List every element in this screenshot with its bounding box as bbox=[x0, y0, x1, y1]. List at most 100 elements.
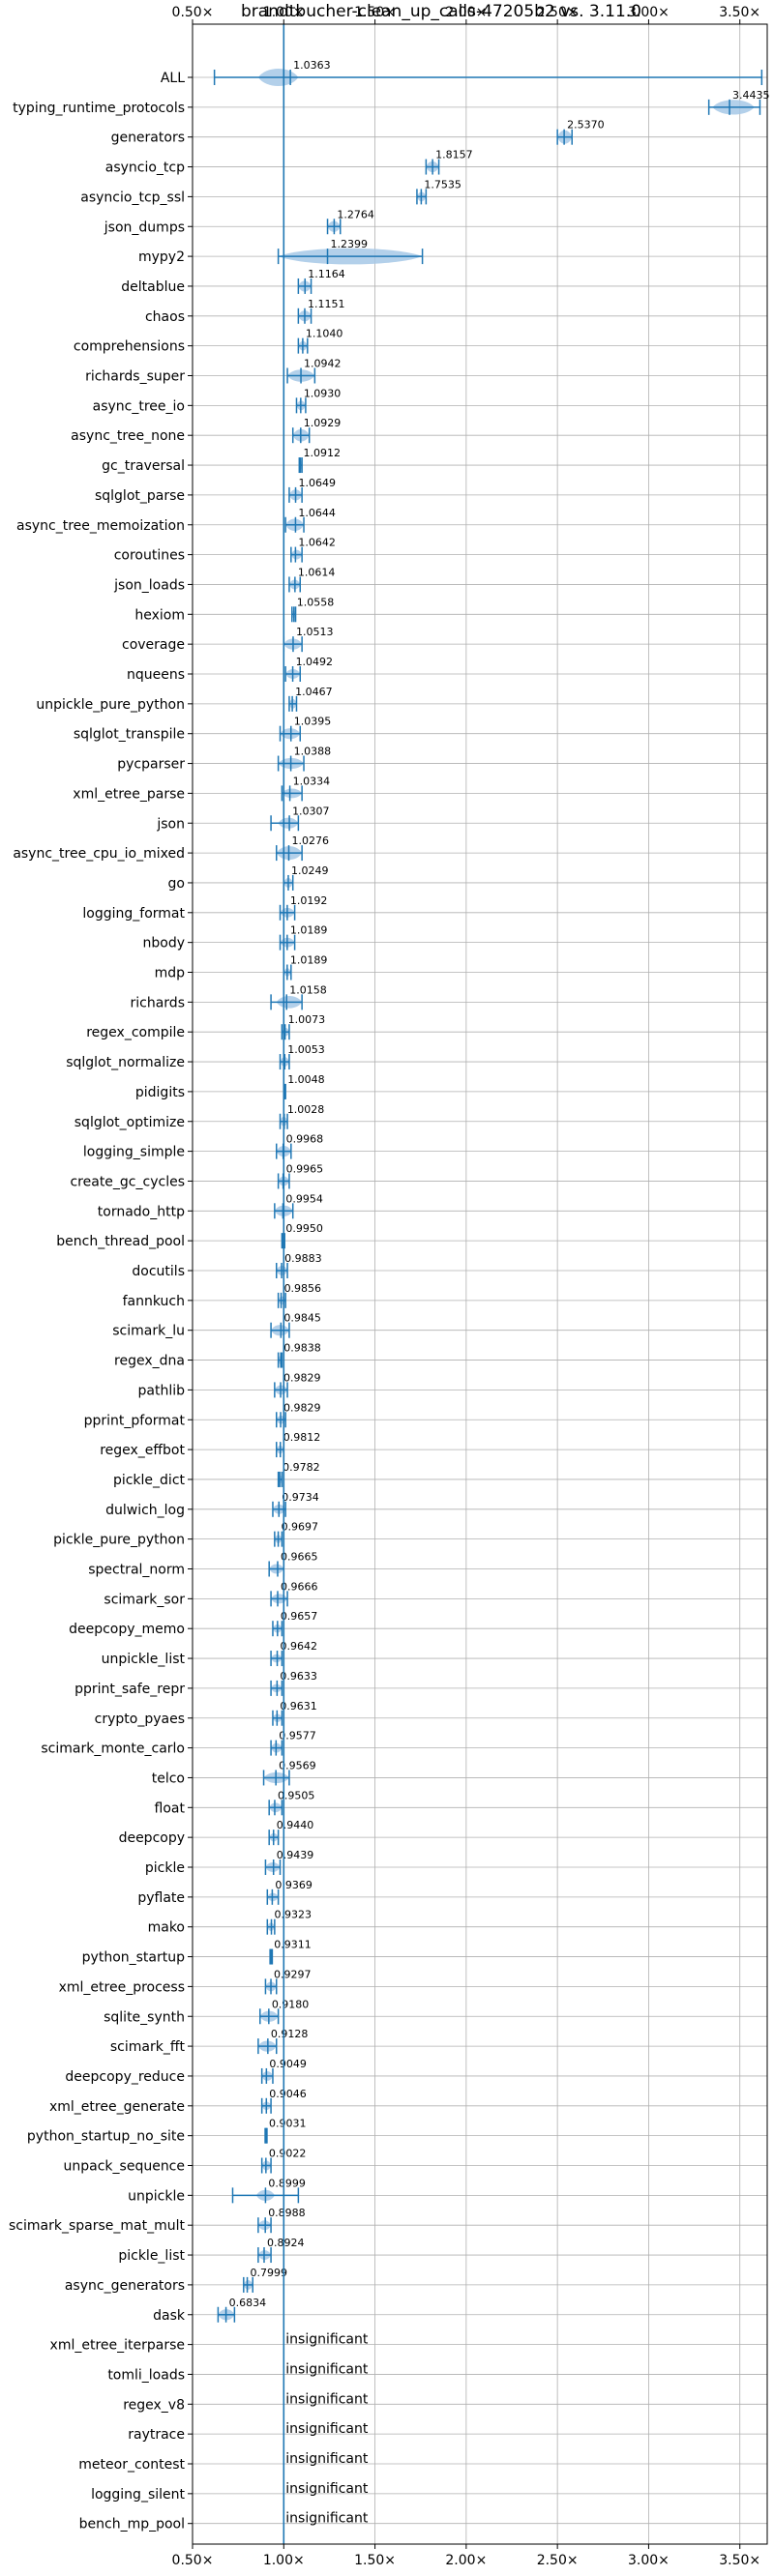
benchmark-label: sqlglot_normalize bbox=[66, 1055, 185, 1070]
value-label: 1.0388 bbox=[294, 746, 332, 758]
violin bbox=[295, 397, 307, 414]
benchmark-label: asyncio_tcp_ssl bbox=[80, 190, 185, 205]
value-label: 0.9666 bbox=[281, 1580, 318, 1593]
value-label: 1.0048 bbox=[287, 1073, 325, 1086]
benchmark-label: scimark_sparse_mat_mult bbox=[9, 2218, 185, 2234]
benchmark-label: asyncio_tcp bbox=[105, 161, 185, 176]
violin bbox=[213, 69, 763, 86]
violin bbox=[298, 457, 303, 474]
value-label: 1.0930 bbox=[304, 387, 342, 399]
benchmark-label: hexiom bbox=[134, 607, 185, 623]
benchmark-label: telco bbox=[152, 1771, 185, 1786]
grid-lines bbox=[192, 24, 767, 2544]
violin bbox=[268, 1800, 283, 1816]
benchmark-label: typing_runtime_protocols bbox=[13, 101, 185, 116]
x-tick-label-bottom: 1.00× bbox=[263, 2553, 305, 2568]
benchmark-label: richards_super bbox=[85, 369, 185, 385]
value-label: 1.1040 bbox=[306, 328, 343, 340]
value-label: 0.9022 bbox=[269, 2148, 307, 2160]
benchmark-label: deepcopy_reduce bbox=[65, 2069, 185, 2085]
value-label: 1.0334 bbox=[293, 775, 331, 787]
value-label: 0.9642 bbox=[281, 1640, 318, 1653]
value-label: 1.0492 bbox=[296, 656, 334, 668]
benchmark-label: sqlglot_transpile bbox=[74, 727, 185, 743]
benchmark-label: ALL bbox=[161, 71, 185, 86]
benchmark-label: xml_etree_parse bbox=[73, 786, 185, 802]
value-label: 0.9311 bbox=[274, 1939, 312, 1951]
value-label: 0.9440 bbox=[277, 1819, 314, 1831]
value-label: 0.9838 bbox=[283, 1342, 321, 1355]
x-tick-label-top: 1.00× bbox=[263, 5, 305, 20]
violin bbox=[259, 2008, 280, 2025]
benchmark-label: spectral_norm bbox=[88, 1563, 185, 1578]
insignificant-label: insignificant bbox=[285, 2332, 369, 2348]
value-label: 0.9965 bbox=[286, 1162, 324, 1175]
value-label: 1.0073 bbox=[288, 1013, 326, 1026]
violin bbox=[270, 1740, 283, 1756]
value-label: 1.2399 bbox=[331, 238, 369, 250]
violin bbox=[277, 248, 424, 265]
value-label: 0.9633 bbox=[280, 1670, 317, 1683]
value-label: 0.9883 bbox=[284, 1252, 322, 1265]
benchmark-label: tornado_http bbox=[98, 1204, 185, 1219]
benchmark-label: chaos bbox=[145, 309, 185, 325]
benchmark-label: pickle bbox=[145, 1860, 185, 1876]
violin bbox=[264, 1978, 278, 1995]
value-label: 0.7999 bbox=[251, 2267, 288, 2279]
value-label: 1.2764 bbox=[337, 208, 374, 220]
value-label: 1.0249 bbox=[291, 864, 329, 877]
value-label: 0.9950 bbox=[285, 1222, 323, 1235]
value-label: 1.0912 bbox=[303, 447, 341, 459]
violin bbox=[707, 99, 761, 115]
violin bbox=[288, 486, 303, 503]
violin bbox=[257, 2247, 272, 2264]
benchmark-label: mypy2 bbox=[138, 249, 185, 265]
violin bbox=[275, 1442, 285, 1458]
value-label: 0.8988 bbox=[268, 2207, 306, 2219]
benchmark-label: async_tree_io bbox=[93, 398, 185, 414]
benchmark-label: scimark_monte_carlo bbox=[41, 1742, 185, 1757]
axes: 0.50× 0.50× 1.00× 1.00× 1.50× 1.50× 2.00× 2.00×… bbox=[9, 5, 760, 2568]
benchmark-label: json bbox=[156, 816, 185, 832]
violin bbox=[275, 845, 303, 862]
x-tick-label-top: 3.50× bbox=[719, 5, 760, 20]
benchmark-label: regex_v8 bbox=[123, 2397, 185, 2413]
violin bbox=[272, 1621, 283, 1637]
value-label: 0.9505 bbox=[278, 1789, 315, 1801]
violin bbox=[288, 695, 298, 712]
value-label: 3.4435 bbox=[732, 89, 770, 102]
value-label: 0.9031 bbox=[269, 2118, 307, 2130]
value-label: 0.9049 bbox=[269, 2058, 307, 2070]
violin bbox=[297, 337, 309, 354]
violin bbox=[264, 2127, 268, 2144]
value-label: 1.0028 bbox=[287, 1103, 325, 1116]
violin bbox=[416, 189, 428, 205]
violin bbox=[262, 1770, 290, 1786]
benchmark-label: logging_simple bbox=[83, 1145, 185, 1160]
benchmark-label: unpack_sequence bbox=[64, 2159, 185, 2175]
violin bbox=[272, 1710, 283, 1726]
violin bbox=[283, 964, 292, 981]
benchmark-label: async_tree_cpu_io_mixed bbox=[13, 846, 185, 862]
violin bbox=[274, 1382, 288, 1398]
value-label: 0.9657 bbox=[281, 1610, 318, 1623]
benchmark-label: coroutines bbox=[114, 548, 185, 564]
benchmark-label: pprint_pformat bbox=[84, 1413, 186, 1428]
violin bbox=[286, 367, 316, 384]
insignificant-label: insignificant bbox=[285, 2421, 369, 2437]
value-label: 0.9734 bbox=[282, 1491, 319, 1504]
violin bbox=[270, 815, 300, 832]
x-tick-label-bottom: 2.50× bbox=[537, 2553, 579, 2568]
violin bbox=[257, 2038, 278, 2055]
value-label: 0.9180 bbox=[272, 1998, 310, 2010]
benchmark-label: sqlglot_optimize bbox=[74, 1115, 185, 1130]
benchmark-label: deepcopy bbox=[119, 1830, 185, 1846]
value-label: 0.9829 bbox=[283, 1371, 321, 1384]
insignificant-label: insignificant bbox=[285, 2481, 369, 2497]
value-label: 0.9631 bbox=[280, 1700, 317, 1712]
x-tick-label-top: 2.00× bbox=[445, 5, 487, 20]
violin bbox=[270, 1680, 283, 1696]
benchmark-label: logging_silent bbox=[91, 2487, 185, 2503]
benchmark-label: deltablue bbox=[121, 279, 185, 295]
benchmark-label: nbody bbox=[143, 936, 186, 951]
